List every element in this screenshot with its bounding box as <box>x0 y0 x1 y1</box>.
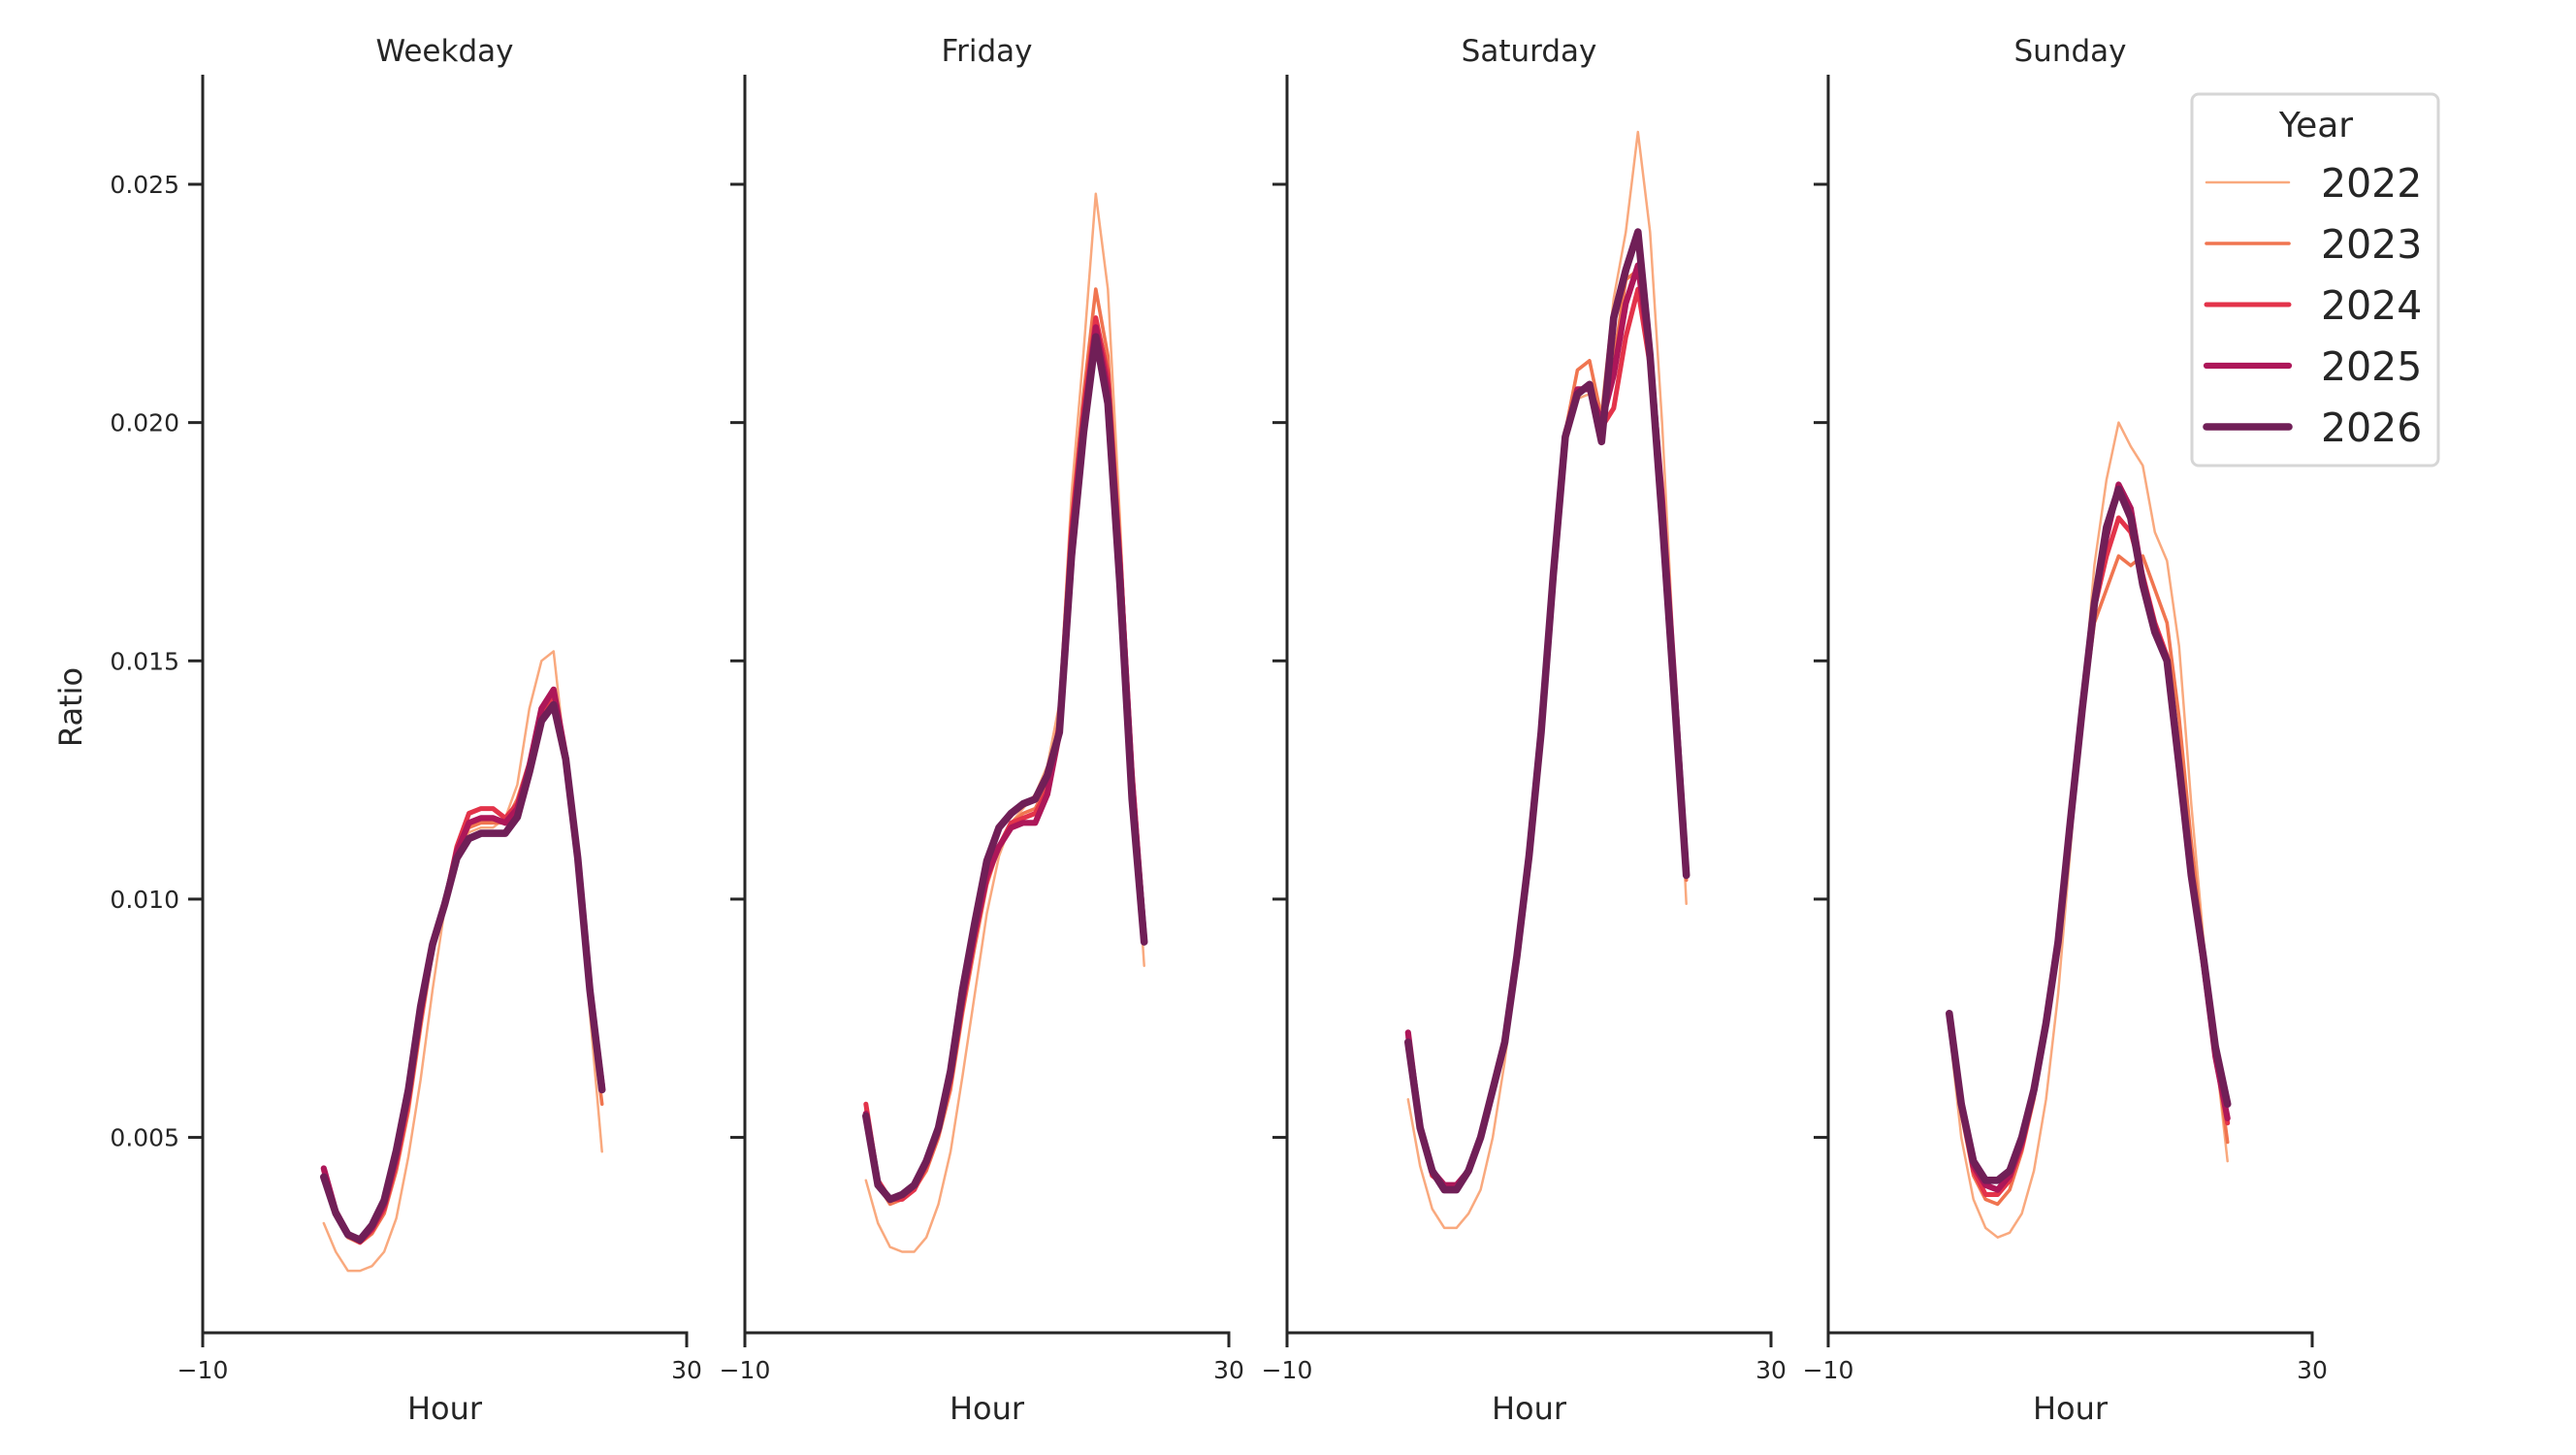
x-axis-label: Hour <box>407 1390 483 1427</box>
panel-weekday: Weekday 0.005 0.010 0.015 0.020 0.025 −10 30 Hou… <box>110 34 701 1427</box>
panel-title: Weekday <box>376 34 514 69</box>
panel-friday: Friday −10 30 Hour <box>720 34 1244 1427</box>
series-line-2025 <box>862 324 1147 1203</box>
y-tick-label: 0.025 <box>110 171 179 199</box>
x-tick-label: −10 <box>1262 1356 1313 1384</box>
x-axis-label: Hour <box>2033 1390 2109 1427</box>
series-line-2024 <box>1405 286 1690 1188</box>
x-tick-label: 30 <box>671 1356 702 1384</box>
series-line-2023 <box>863 287 1146 1207</box>
legend-label-2026: 2026 <box>2321 404 2422 451</box>
panel-title: Sunday <box>2014 34 2127 69</box>
x-tick-label: 30 <box>2297 1356 2328 1384</box>
y-tick-label: 0.020 <box>110 409 179 437</box>
series-line-2026 <box>861 333 1148 1204</box>
x-axis-label: Hour <box>950 1390 1025 1427</box>
y-tick-label: 0.015 <box>110 647 179 675</box>
legend-label-2025: 2025 <box>2321 343 2422 390</box>
series-line-2025 <box>1404 262 1690 1188</box>
panel-title: Friday <box>942 34 1033 69</box>
x-tick-label: −10 <box>1803 1356 1854 1384</box>
legend-label-2024: 2024 <box>2321 282 2422 329</box>
series-line-2025 <box>320 686 605 1245</box>
legend-frame <box>2190 92 2440 468</box>
legend-label-2022: 2022 <box>2321 160 2422 207</box>
y-tick-label: 0.005 <box>110 1124 179 1152</box>
x-tick-label: 30 <box>1755 1356 1787 1384</box>
x-tick-label: −10 <box>177 1356 229 1384</box>
y-tick-label: 0.010 <box>110 886 179 914</box>
x-axis-label: Hour <box>1492 1390 1567 1427</box>
series-line-2026 <box>319 700 606 1244</box>
x-tick-label: −10 <box>720 1356 771 1384</box>
panel-saturday: Saturday −10 30 Hour <box>1262 34 1787 1427</box>
x-tick-label: 30 <box>1213 1356 1244 1384</box>
series-line-2026 <box>1404 228 1690 1194</box>
panel-title: Saturday <box>1462 34 1597 69</box>
series-line-2024 <box>863 315 1147 1202</box>
series-line-2023 <box>1406 268 1689 1187</box>
series-line-2026 <box>1946 485 2232 1184</box>
series-line-2024 <box>321 692 605 1245</box>
y-axis-label: Ratio <box>52 667 89 747</box>
panel-sunday: Sunday −10 30 Hour <box>1803 34 2328 1427</box>
legend-title: Year <box>2278 106 2353 146</box>
series-line-2023 <box>321 696 604 1245</box>
legend-label-2023: 2023 <box>2321 221 2422 268</box>
legend: Year 2022 2023 2024 2025 2026 <box>2190 92 2440 468</box>
